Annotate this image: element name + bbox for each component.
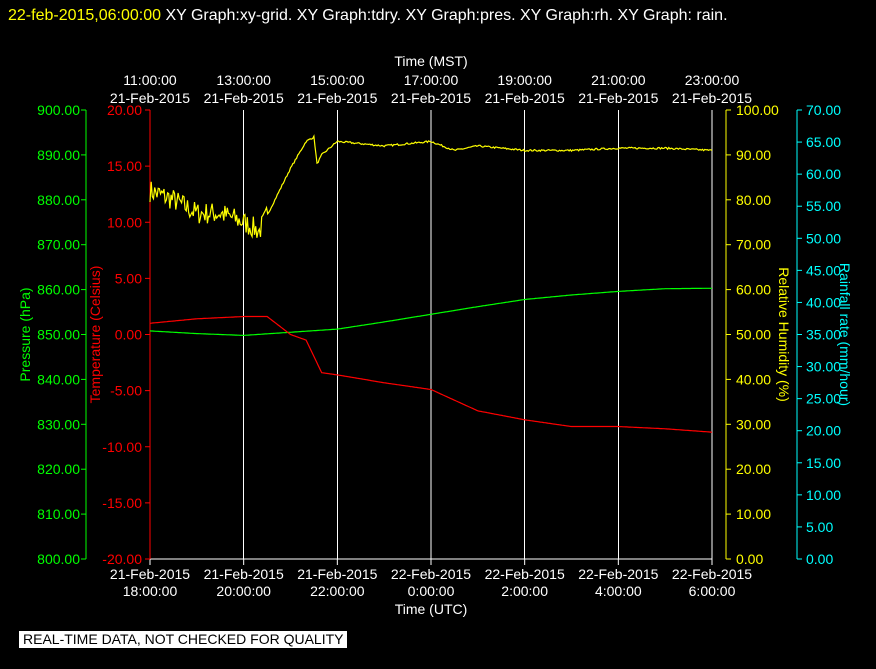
temperature-axis-title: Temperature (Celsius) bbox=[87, 266, 103, 404]
top-tick-label-date: 21-Feb-2015 bbox=[204, 90, 284, 106]
top-tick-label-time: 21:00:00 bbox=[591, 72, 646, 88]
bottom-tick-label-date: 21-Feb-2015 bbox=[297, 566, 377, 582]
bottom-axis-title: Time (UTC) bbox=[395, 601, 468, 617]
quality-disclaimer: REAL-TIME DATA, NOT CHECKED FOR QUALITY bbox=[19, 631, 348, 648]
pressure-tick-label: 850.00 bbox=[37, 327, 80, 343]
rainfall-tick-label: 55.00 bbox=[806, 198, 841, 214]
bottom-tick-label-date: 22-Feb-2015 bbox=[578, 566, 658, 582]
bottom-tick-label-time: 4:00:00 bbox=[595, 583, 642, 599]
temperature-series-line bbox=[149, 315, 713, 433]
temperature-tick-label: -20.00 bbox=[102, 551, 142, 567]
top-tick-label-date: 21-Feb-2015 bbox=[578, 90, 658, 106]
bottom-tick-label-time: 18:00:00 bbox=[123, 583, 178, 599]
header-timestamp: 22-feb-2015,06:00:00 bbox=[8, 7, 162, 24]
humidity-axis-title: Relative Humidity (%) bbox=[776, 267, 792, 402]
humidity-tick-label: 40.00 bbox=[736, 371, 771, 387]
bottom-tick-label-time: 22:00:00 bbox=[310, 583, 365, 599]
top-tick-label-date: 21-Feb-2015 bbox=[110, 90, 190, 106]
top-tick-label-time: 17:00:00 bbox=[404, 72, 459, 88]
top-tick-label-date: 21-Feb-2015 bbox=[391, 90, 471, 106]
header-graph-list: XY Graph:xy-grid. XY Graph:tdry. XY Grap… bbox=[161, 7, 728, 24]
pressure-tick-label: 880.00 bbox=[37, 192, 80, 208]
rainfall-tick-label: 50.00 bbox=[806, 230, 841, 246]
temperature-tick-label: 20.00 bbox=[107, 102, 142, 118]
rainfall-tick-label: 30.00 bbox=[806, 359, 841, 375]
pressure-tick-label: 800.00 bbox=[37, 551, 80, 567]
rainfall-tick-label: 65.00 bbox=[806, 134, 841, 150]
rainfall-tick-label: 40.00 bbox=[806, 294, 841, 310]
rainfall-tick-label: 35.00 bbox=[806, 327, 841, 343]
rainfall-axis-title: Rainfall rate (mm/hour) bbox=[837, 263, 853, 406]
pressure-tick-label: 860.00 bbox=[37, 282, 80, 298]
humidity-tick-label: 80.00 bbox=[736, 192, 771, 208]
rainfall-tick-label: 20.00 bbox=[806, 423, 841, 439]
top-tick-label-date: 21-Feb-2015 bbox=[672, 90, 752, 106]
humidity-tick-label: 0.00 bbox=[736, 551, 763, 567]
rainfall-tick-label: 10.00 bbox=[806, 487, 841, 503]
temperature-tick-label: 15.00 bbox=[107, 158, 142, 174]
humidity-tick-label: 30.00 bbox=[736, 416, 771, 432]
temperature-tick-label: -5.00 bbox=[110, 383, 142, 399]
pressure-tick-label: 820.00 bbox=[37, 461, 80, 477]
top-axis-title: Time (MST) bbox=[394, 53, 467, 69]
temperature-tick-label: 5.00 bbox=[115, 270, 142, 286]
bottom-tick-label-date: 22-Feb-2015 bbox=[391, 566, 471, 582]
humidity-tick-label: 60.00 bbox=[736, 282, 771, 298]
top-tick-label-time: 23:00:00 bbox=[685, 72, 740, 88]
pressure-tick-label: 840.00 bbox=[37, 371, 80, 387]
top-tick-label-date: 21-Feb-2015 bbox=[485, 90, 565, 106]
graph-header: 22-feb-2015,06:00:00 XY Graph:xy-grid. X… bbox=[8, 2, 868, 29]
pressure-series-line bbox=[149, 287, 712, 336]
temperature-tick-label: -10.00 bbox=[102, 439, 142, 455]
rainfall-tick-label: 60.00 bbox=[806, 166, 841, 182]
bottom-tick-label-time: 6:00:00 bbox=[689, 583, 736, 599]
humidity-tick-label: 100.00 bbox=[736, 102, 779, 118]
humidity-tick-label: 70.00 bbox=[736, 237, 771, 253]
temperature-tick-label: 0.00 bbox=[115, 327, 142, 343]
rainfall-tick-label: 0.00 bbox=[806, 551, 833, 567]
series-group bbox=[149, 134, 713, 433]
bottom-tick-label-date: 22-Feb-2015 bbox=[672, 566, 752, 582]
rainfall-tick-label: 45.00 bbox=[806, 262, 841, 278]
rainfall-tick-label: 15.00 bbox=[806, 455, 841, 471]
bottom-tick-label-time: 0:00:00 bbox=[408, 583, 455, 599]
pressure-tick-label: 810.00 bbox=[37, 506, 80, 522]
humidity-tick-label: 10.00 bbox=[736, 506, 771, 522]
bottom-tick-label-time: 20:00:00 bbox=[216, 583, 271, 599]
humidity-tick-label: 20.00 bbox=[736, 461, 771, 477]
top-tick-label-time: 15:00:00 bbox=[310, 72, 365, 88]
top-tick-label-time: 19:00:00 bbox=[497, 72, 552, 88]
top-tick-label-date: 21-Feb-2015 bbox=[297, 90, 377, 106]
rainfall-tick-label: 25.00 bbox=[806, 391, 841, 407]
bottom-tick-label-time: 2:00:00 bbox=[501, 583, 548, 599]
humidity-tick-label: 50.00 bbox=[736, 327, 771, 343]
axes: 11:00:00 21-Feb-2015 13:00:00 21-Feb-2015 15… bbox=[17, 53, 853, 617]
pressure-axis-title: Pressure (hPa) bbox=[17, 287, 33, 381]
temperature-tick-label: 10.00 bbox=[107, 214, 142, 230]
pressure-tick-label: 830.00 bbox=[37, 416, 80, 432]
bottom-tick-label-date: 21-Feb-2015 bbox=[110, 566, 190, 582]
pressure-tick-label: 890.00 bbox=[37, 147, 80, 163]
bottom-tick-label-date: 21-Feb-2015 bbox=[204, 566, 284, 582]
temperature-tick-label: -15.00 bbox=[102, 495, 142, 511]
humidity-tick-label: 90.00 bbox=[736, 147, 771, 163]
top-tick-label-time: 13:00:00 bbox=[216, 72, 271, 88]
bottom-tick-label-date: 22-Feb-2015 bbox=[485, 566, 565, 582]
pressure-tick-label: 900.00 bbox=[37, 102, 80, 118]
top-tick-label-time: 11:00:00 bbox=[123, 72, 177, 88]
rainfall-tick-label: 70.00 bbox=[806, 102, 841, 118]
rainfall-tick-label: 5.00 bbox=[806, 519, 833, 535]
humidity-series-line bbox=[149, 134, 713, 239]
pressure-tick-label: 870.00 bbox=[37, 237, 80, 253]
